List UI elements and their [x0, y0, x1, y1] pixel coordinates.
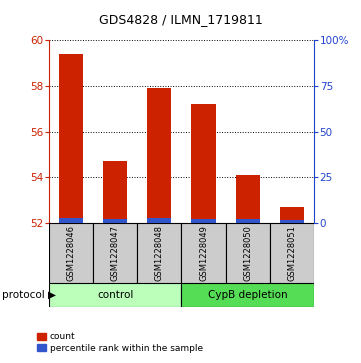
FancyBboxPatch shape — [181, 283, 314, 307]
FancyBboxPatch shape — [137, 223, 181, 283]
FancyBboxPatch shape — [270, 223, 314, 283]
Bar — [280, 220, 304, 223]
FancyBboxPatch shape — [49, 283, 181, 307]
Bar — [103, 219, 127, 223]
Text: GSM1228047: GSM1228047 — [110, 225, 119, 281]
Text: CypB depletion: CypB depletion — [208, 290, 288, 300]
FancyBboxPatch shape — [226, 223, 270, 283]
Bar — [147, 217, 171, 223]
Legend: count, percentile rank within the sample: count, percentile rank within the sample — [34, 329, 206, 357]
Bar — [191, 219, 216, 223]
Text: GSM1228046: GSM1228046 — [66, 225, 75, 281]
Text: GDS4828 / ILMN_1719811: GDS4828 / ILMN_1719811 — [99, 13, 262, 26]
Bar — [59, 217, 83, 223]
FancyBboxPatch shape — [93, 223, 137, 283]
Bar — [191, 104, 216, 223]
Bar — [236, 175, 260, 223]
Text: GSM1228049: GSM1228049 — [199, 225, 208, 281]
Text: control: control — [97, 290, 133, 300]
Bar — [147, 88, 171, 223]
Bar — [59, 54, 83, 223]
Text: GSM1228048: GSM1228048 — [155, 225, 164, 281]
Bar — [103, 162, 127, 223]
Text: GSM1228051: GSM1228051 — [287, 225, 296, 281]
Bar — [236, 219, 260, 223]
FancyBboxPatch shape — [181, 223, 226, 283]
FancyBboxPatch shape — [49, 223, 93, 283]
Text: GSM1228050: GSM1228050 — [243, 225, 252, 281]
Text: protocol ▶: protocol ▶ — [2, 290, 56, 300]
Bar — [280, 207, 304, 223]
